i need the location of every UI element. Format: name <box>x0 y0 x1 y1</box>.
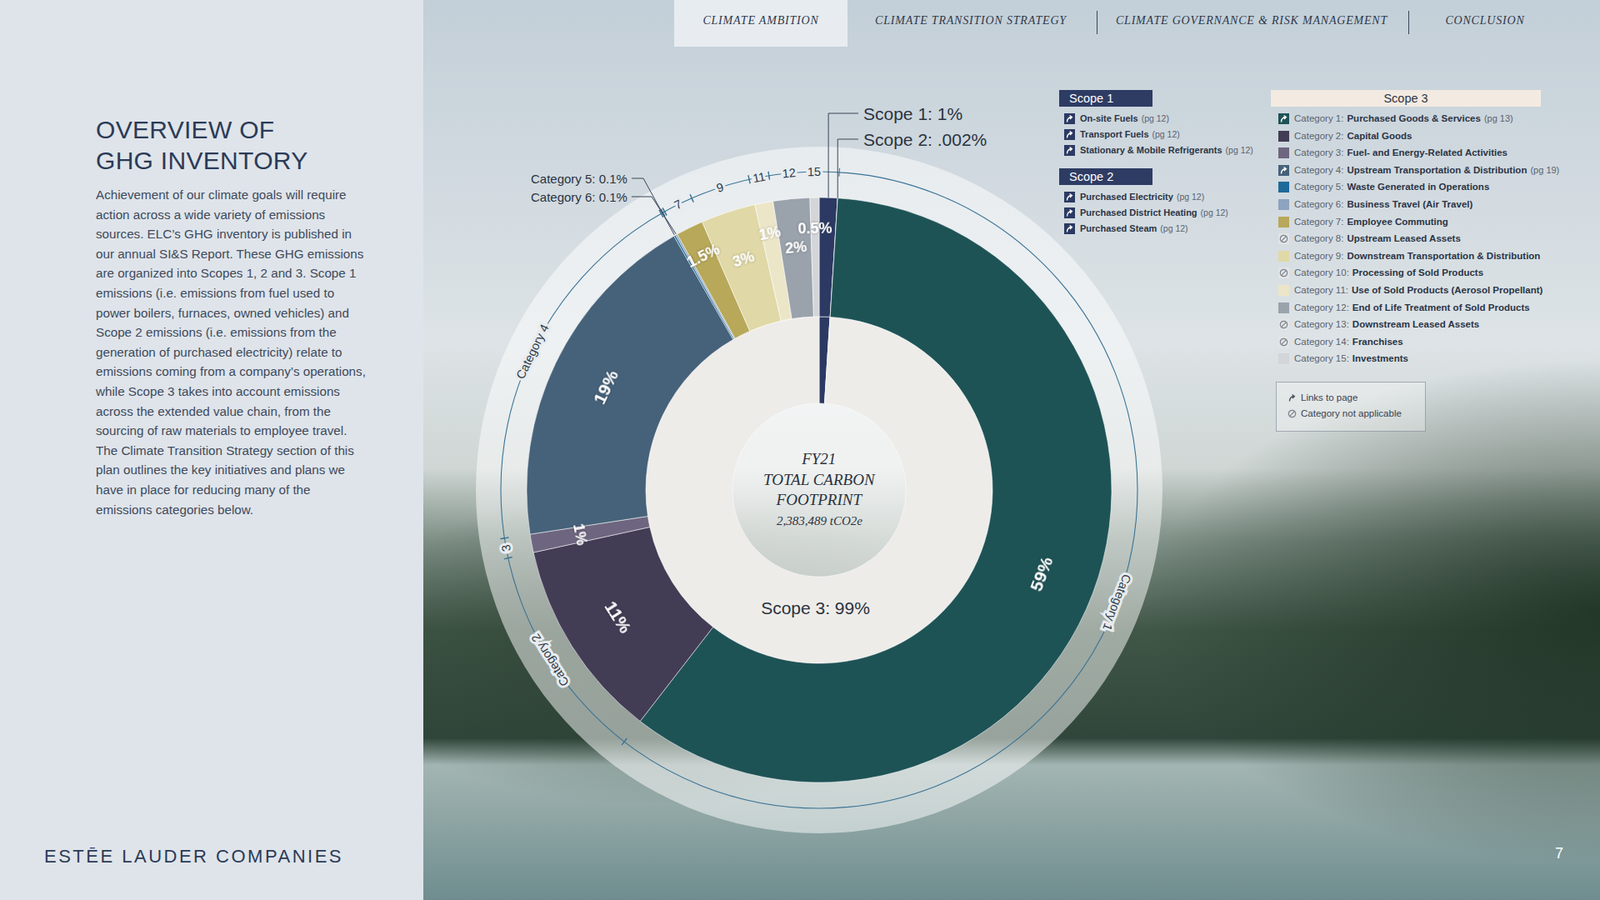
svg-text:1%: 1% <box>757 222 782 244</box>
html-text:Category 9: Downstream Transpo: Category 9: Downstream Transportation & … <box>1294 250 1541 261</box>
html-text:Category 1: Purchased Goods &: Category 1: Purchased Goods & Services (… <box>1294 113 1514 124</box>
html-text:Scope 3: Scope 3 <box>1383 91 1428 105</box>
svg-text:Category 2: Category 2 <box>528 631 571 690</box>
svg-text:Scope 1: 1%: Scope 1: 1% <box>863 104 963 124</box>
svg-text:0.5%: 0.5% <box>797 220 832 238</box>
html-text:Category not applicable: Category not applicable <box>1300 408 1402 419</box>
html-text:CONCLUSION: CONCLUSION <box>1445 14 1525 27</box>
html-text:Stationary & Mobile Refrigeran: Stationary & Mobile Refrigerants (pg 12) <box>1080 145 1254 155</box>
html-text:Category 3: Fuel- and Energy-R: Category 3: Fuel- and Energy-Related Act… <box>1294 147 1508 158</box>
svg-text:1.5%: 1.5% <box>684 240 723 270</box>
svg-text:Scope 3: 99%: Scope 3: 99% <box>760 598 870 618</box>
svg-text:3: 3 <box>499 543 514 553</box>
svg-text:19%: 19% <box>589 366 622 407</box>
svg-text:11%: 11% <box>600 597 635 637</box>
html-text:CLIMATE GOVERNANCE & RISK MANA: CLIMATE GOVERNANCE & RISK MANAGEMENT <box>1115 14 1388 27</box>
html-text:Transport Fuels (pg 12): Transport Fuels (pg 12) <box>1080 129 1180 140</box>
svg-text:9: 9 <box>715 180 726 195</box>
svg-text:FY21TOTAL CARBONFOOTPRINT: FY21TOTAL CARBONFOOTPRINT <box>763 450 876 509</box>
svg-text:Category 6: 0.1%: Category 6: 0.1% <box>530 190 628 205</box>
html-text:Category 2: Capital Goods: Category 2: Capital Goods <box>1294 130 1412 141</box>
html-text:Category 11: Use of Sold Produ: Category 11: Use of Sold Products (Aeros… <box>1294 285 1543 295</box>
svg-text:Category 1: Category 1 <box>1100 572 1134 633</box>
html-text:Category 13: Downstream Leased: Category 13: Downstream Leased Assets <box>1294 319 1480 330</box>
html-text:Purchased Electricity (pg 12): Purchased Electricity (pg 12) <box>1080 191 1205 202</box>
html-text:Category 10: Processing of Sol: Category 10: Processing of Sold Products <box>1294 267 1484 278</box>
html-text:Achievement of our climate goa: Achievement of our climate goals will re… <box>95 187 366 517</box>
html-text:Category 15: Investments: Category 15: Investments <box>1294 353 1409 364</box>
svg-text:1%: 1% <box>570 522 590 547</box>
svg-text:7: 7 <box>672 197 685 213</box>
html-text:On-site Fuels (pg 12): On-site Fuels (pg 12) <box>1080 113 1170 124</box>
html-text:7: 7 <box>1555 845 1564 862</box>
html-text:CLIMATE TRANSITION STRATEGY: CLIMATE TRANSITION STRATEGY <box>875 14 1067 27</box>
html-text:Links to page: Links to page <box>1300 392 1358 403</box>
html-text:Category 8: Upstream Leased As: Category 8: Upstream Leased Assets <box>1294 233 1461 244</box>
svg-text:59%: 59% <box>1025 554 1056 595</box>
svg-text:3%: 3% <box>730 247 757 270</box>
svg-text:Category 4: Category 4 <box>513 322 551 382</box>
html-text:Category 7: Employee Commuting: Category 7: Employee Commuting <box>1294 216 1449 227</box>
svg-text:2%: 2% <box>784 238 808 257</box>
html-text:Purchased District Heating (pg: Purchased District Heating (pg 12) <box>1080 207 1229 218</box>
html-text:Category 5: Waste Generated in: Category 5: Waste Generated in Operation… <box>1294 182 1490 192</box>
html-text:Category 6: Business Travel (A: Category 6: Business Travel (Air Travel) <box>1294 199 1473 210</box>
svg-text:Category 5: 0.1%: Category 5: 0.1% <box>530 171 628 186</box>
svg-text:12: 12 <box>781 165 797 180</box>
html-text:OVERVIEW OF: OVERVIEW OF <box>95 115 275 144</box>
html-text:Category 14: Franchises: Category 14: Franchises <box>1294 336 1403 347</box>
html-text:Category 4: Upstream Transport: Category 4: Upstream Transportation & Di… <box>1294 164 1560 175</box>
html-text:CLIMATE AMBITION: CLIMATE AMBITION <box>702 14 819 27</box>
html-text:GHG INVENTORY: GHG INVENTORY <box>95 146 308 175</box>
svg-text:15: 15 <box>807 165 821 179</box>
html-text:Category 12: End of Life Treat: Category 12: End of Life Treatment of So… <box>1294 302 1530 313</box>
html-text:Scope 2: Scope 2 <box>1069 170 1114 184</box>
html-text:Scope 1: Scope 1 <box>1069 91 1114 105</box>
html-text:ESTĒE LAUDER COMPANIES: ESTĒE LAUDER COMPANIES <box>44 845 344 867</box>
svg-text:11: 11 <box>751 170 767 186</box>
svg-text:Scope 2: .002%: Scope 2: .002% <box>863 130 987 150</box>
svg-text:2,383,489 tCO2e: 2,383,489 tCO2e <box>776 514 863 528</box>
html-text:Purchased Steam (pg 12): Purchased Steam (pg 12) <box>1080 223 1188 234</box>
